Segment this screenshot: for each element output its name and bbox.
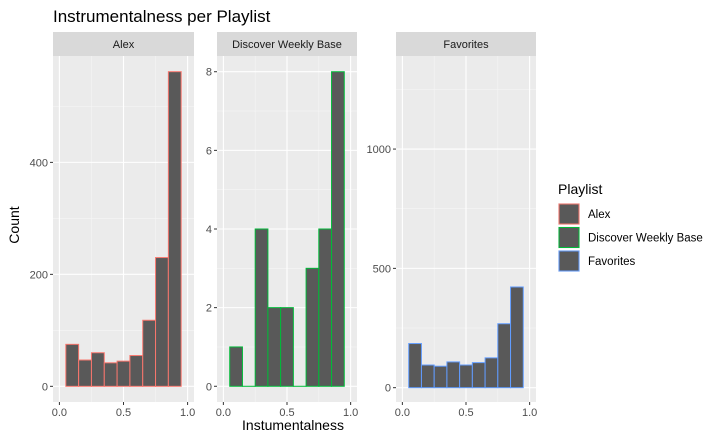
- y-tick-label: 4: [206, 224, 212, 236]
- facet-strip-label: Alex: [113, 39, 135, 51]
- x-tick-label: 1.0: [180, 407, 195, 419]
- histogram-bar: [90, 352, 105, 387]
- histogram-bar: [129, 355, 144, 387]
- legend-title: Playlist: [558, 181, 602, 197]
- histogram-bar: [167, 71, 182, 387]
- y-tick-label: 0: [385, 383, 391, 395]
- y-tick-label: 0: [206, 381, 212, 393]
- legend-key: [558, 250, 580, 272]
- histogram-bar: [318, 228, 333, 387]
- histogram-bar: [229, 346, 243, 387]
- x-tick-label: 1.0: [343, 407, 358, 419]
- x-tick-label: 0.0: [52, 407, 67, 419]
- histogram-bar: [408, 343, 422, 389]
- x-tick-label: 0.0: [216, 407, 231, 419]
- histogram-bar: [484, 357, 499, 389]
- histogram-bar: [420, 364, 435, 389]
- histogram-bar: [142, 319, 157, 387]
- y-tick-label: 200: [30, 269, 48, 281]
- histogram-bar: [65, 343, 80, 387]
- legend-key: [558, 227, 580, 248]
- histogram-bar: [459, 364, 473, 389]
- histogram-bar: [497, 323, 512, 389]
- facet-strip: [53, 32, 194, 56]
- chart-title: Instrumentalness per Playlist: [53, 7, 271, 26]
- histogram-bar: [331, 71, 345, 387]
- facet-strip: [396, 32, 536, 56]
- legend-label: Discover Weekly Base: [588, 233, 703, 245]
- y-tick-label: 0: [42, 381, 48, 393]
- panel-0: Alex 0 200 400 0.0 0.5 1.0: [30, 32, 195, 419]
- facet-strip: [217, 32, 357, 56]
- x-tick-label: 1.0: [522, 407, 537, 419]
- histogram-bar: [254, 228, 269, 387]
- facet-strip-label: Discover Weekly Base: [232, 39, 342, 51]
- y-tick-label: 500: [373, 263, 391, 275]
- y-axis-title: Count: [6, 206, 22, 243]
- legend-key: [558, 203, 580, 225]
- y-tick-label: 400: [30, 157, 48, 169]
- histogram-bar: [433, 365, 448, 389]
- histogram-bar: [471, 362, 486, 389]
- histogram-bar: [280, 307, 294, 387]
- y-tick-label: 6: [206, 145, 212, 157]
- legend-label: Favorites: [588, 256, 636, 268]
- y-tick-label: 2: [206, 303, 212, 315]
- x-axis-title: Instumentalness: [242, 417, 344, 433]
- x-tick-label: 0.5: [116, 407, 131, 419]
- histogram-bar: [305, 267, 320, 387]
- histogram-bar: [78, 359, 92, 387]
- panel-2: Favorites 0 500 1000 0.0 0.5 1.0: [367, 32, 537, 419]
- histogram-bar: [116, 360, 131, 387]
- y-tick-label: 8: [206, 67, 212, 79]
- legend: Playlist Alex Discover Weekly Base Favorit…: [558, 181, 703, 272]
- y-tick-label: 1000: [367, 144, 391, 156]
- legend-label: Alex: [588, 209, 611, 221]
- histogram-bar: [510, 286, 524, 389]
- x-tick-label: 0.5: [458, 407, 473, 419]
- histogram-bar: [103, 362, 118, 387]
- histogram-bar: [267, 307, 282, 387]
- x-tick-label: 0.5: [279, 407, 294, 419]
- panel-1: Discover Weekly Base 0 2 4 6 8 0.0 0.5 1.0: [206, 32, 358, 419]
- histogram-bar: [155, 257, 169, 387]
- facet-strip-label: Favorites: [443, 39, 489, 51]
- histogram-bar: [446, 361, 461, 389]
- x-tick-label: 0.0: [395, 407, 410, 419]
